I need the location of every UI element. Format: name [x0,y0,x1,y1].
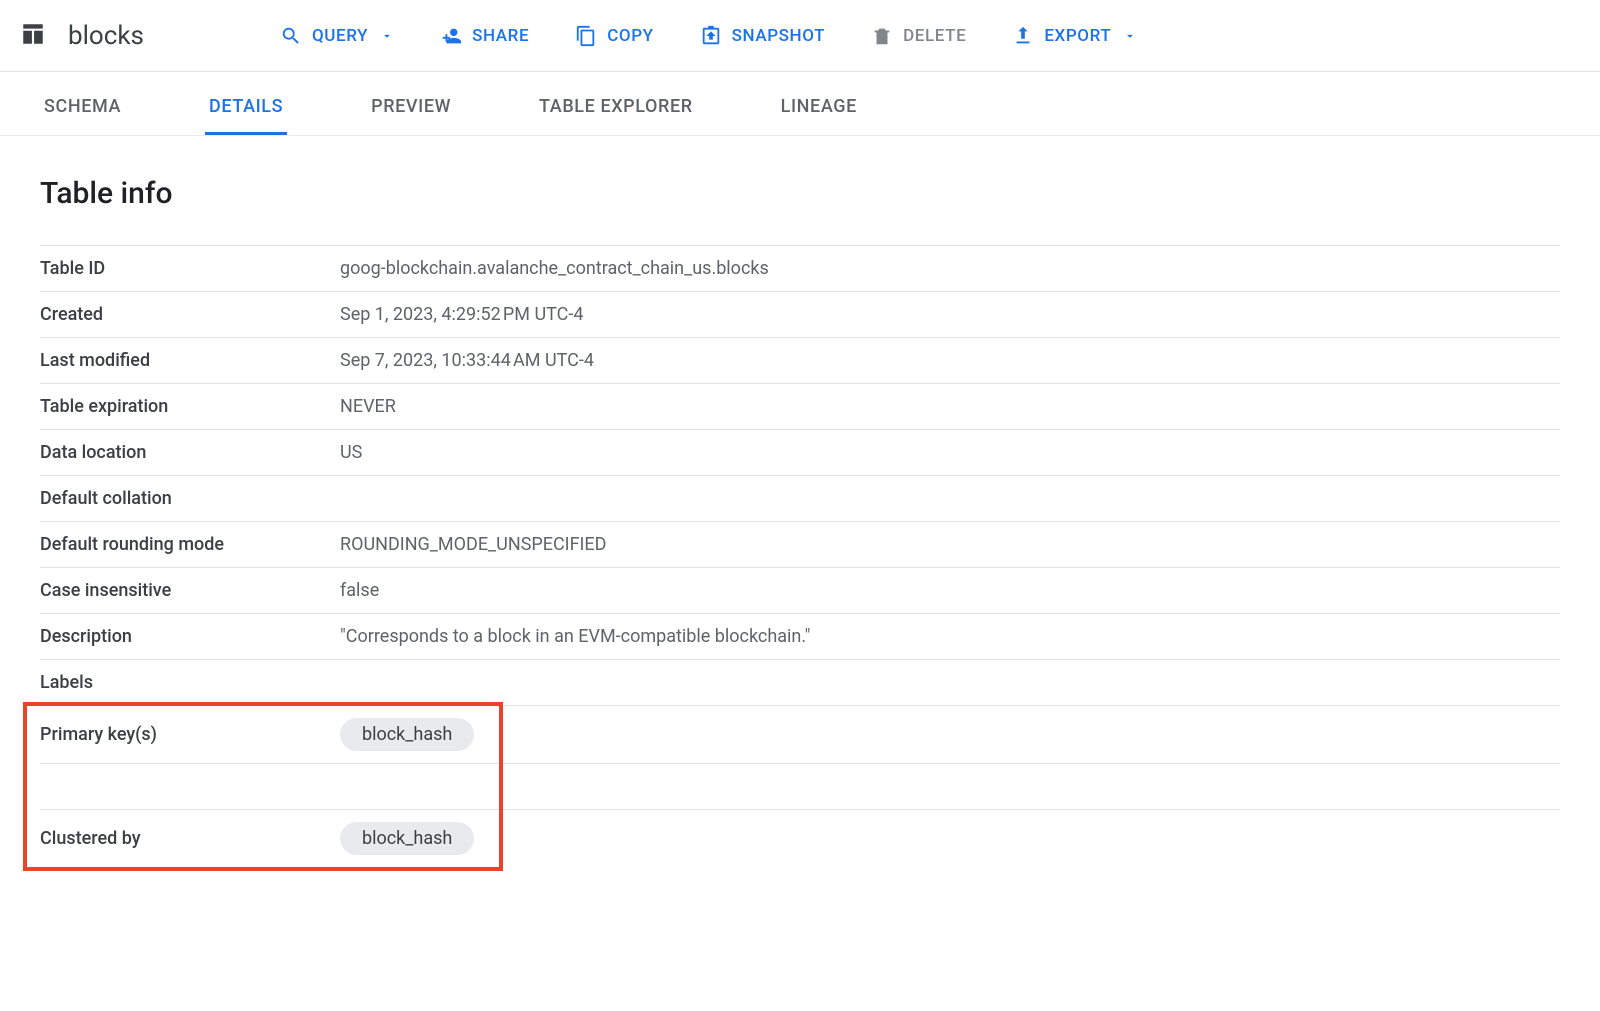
tab-preview[interactable]: PREVIEW [367,76,455,135]
row-label: Last modified [40,338,340,384]
row-value [340,476,1560,522]
share-button[interactable]: SHARE [440,25,529,47]
caret-down-icon [1123,29,1137,43]
clustered-by-chip: block_hash [340,822,474,855]
row-spacer [40,764,1560,810]
row-label: Default rounding mode [40,522,340,568]
tab-schema[interactable]: SCHEMA [40,76,125,135]
row-primary-keys: Primary key(s) block_hash [40,706,1560,764]
search-icon [280,25,302,47]
row-label: Clustered by [40,810,340,868]
content: Table info Table ID goog-blockchain.aval… [0,136,1600,867]
row-labels: Labels [40,660,1560,706]
share-label: SHARE [472,26,529,46]
row-created: Created Sep 1, 2023, 4:29:52 PM UTC-4 [40,292,1560,338]
delete-label: DELETE [903,26,966,46]
section-title: Table info [40,176,1560,211]
row-label: Primary key(s) [40,706,340,764]
row-label: Case insensitive [40,568,340,614]
row-description: Description "Corresponds to a block in a… [40,614,1560,660]
row-label: Data location [40,430,340,476]
row-value [340,660,1560,706]
tab-lineage[interactable]: LINEAGE [777,76,861,135]
row-label: Table expiration [40,384,340,430]
row-table-id: Table ID goog-blockchain.avalanche_contr… [40,246,1560,292]
row-label: Labels [40,660,340,706]
row-case-insensitive: Case insensitive false [40,568,1560,614]
row-default-collation: Default collation [40,476,1560,522]
export-icon [1012,25,1034,47]
trash-icon [871,25,893,47]
row-value: block_hash [340,810,1560,868]
share-icon [440,25,462,47]
snapshot-icon [700,25,722,47]
info-table: Table ID goog-blockchain.avalanche_contr… [40,245,1560,867]
row-label: Created [40,292,340,338]
copy-icon [575,25,597,47]
row-value: Sep 7, 2023, 10:33:44 AM UTC-4 [340,338,1560,384]
table-name: blocks [68,21,144,51]
query-label: QUERY [312,26,368,46]
row-data-location: Data location US [40,430,1560,476]
row-label: Default collation [40,476,340,522]
caret-down-icon [380,29,394,43]
tab-details[interactable]: DETAILS [205,76,287,135]
row-value: goog-blockchain.avalanche_contract_chain… [340,246,1560,292]
toolbar: blocks QUERY SHARE COPY SNAPSHOT DELETE [0,0,1600,72]
row-default-rounding-mode: Default rounding mode ROUNDING_MODE_UNSP… [40,522,1560,568]
row-label: Description [40,614,340,660]
row-table-expiration: Table expiration NEVER [40,384,1560,430]
row-label: Table ID [40,246,340,292]
row-value: Sep 1, 2023, 4:29:52 PM UTC-4 [340,292,1560,338]
tab-table-explorer[interactable]: TABLE EXPLORER [535,76,697,135]
table-info-section: Table info Table ID goog-blockchain.aval… [0,136,1600,867]
row-value: ROUNDING_MODE_UNSPECIFIED [340,522,1560,568]
row-value: "Corresponds to a block in an EVM-compat… [340,614,1560,660]
snapshot-label: SNAPSHOT [732,26,825,46]
export-button[interactable]: EXPORT [1012,25,1137,47]
row-value: false [340,568,1560,614]
row-clustered-by: Clustered by block_hash [40,810,1560,868]
primary-key-chip: block_hash [340,718,474,751]
delete-button[interactable]: DELETE [871,25,966,47]
query-button[interactable]: QUERY [280,25,394,47]
row-value: block_hash [340,706,1560,764]
copy-button[interactable]: COPY [575,25,653,47]
copy-label: COPY [607,26,653,46]
export-label: EXPORT [1044,26,1111,46]
row-last-modified: Last modified Sep 7, 2023, 10:33:44 AM U… [40,338,1560,384]
table-icon [20,21,46,51]
row-value: NEVER [340,384,1560,430]
snapshot-button[interactable]: SNAPSHOT [700,25,825,47]
row-value: US [340,430,1560,476]
tab-strip: SCHEMA DETAILS PREVIEW TABLE EXPLORER LI… [0,72,1600,136]
